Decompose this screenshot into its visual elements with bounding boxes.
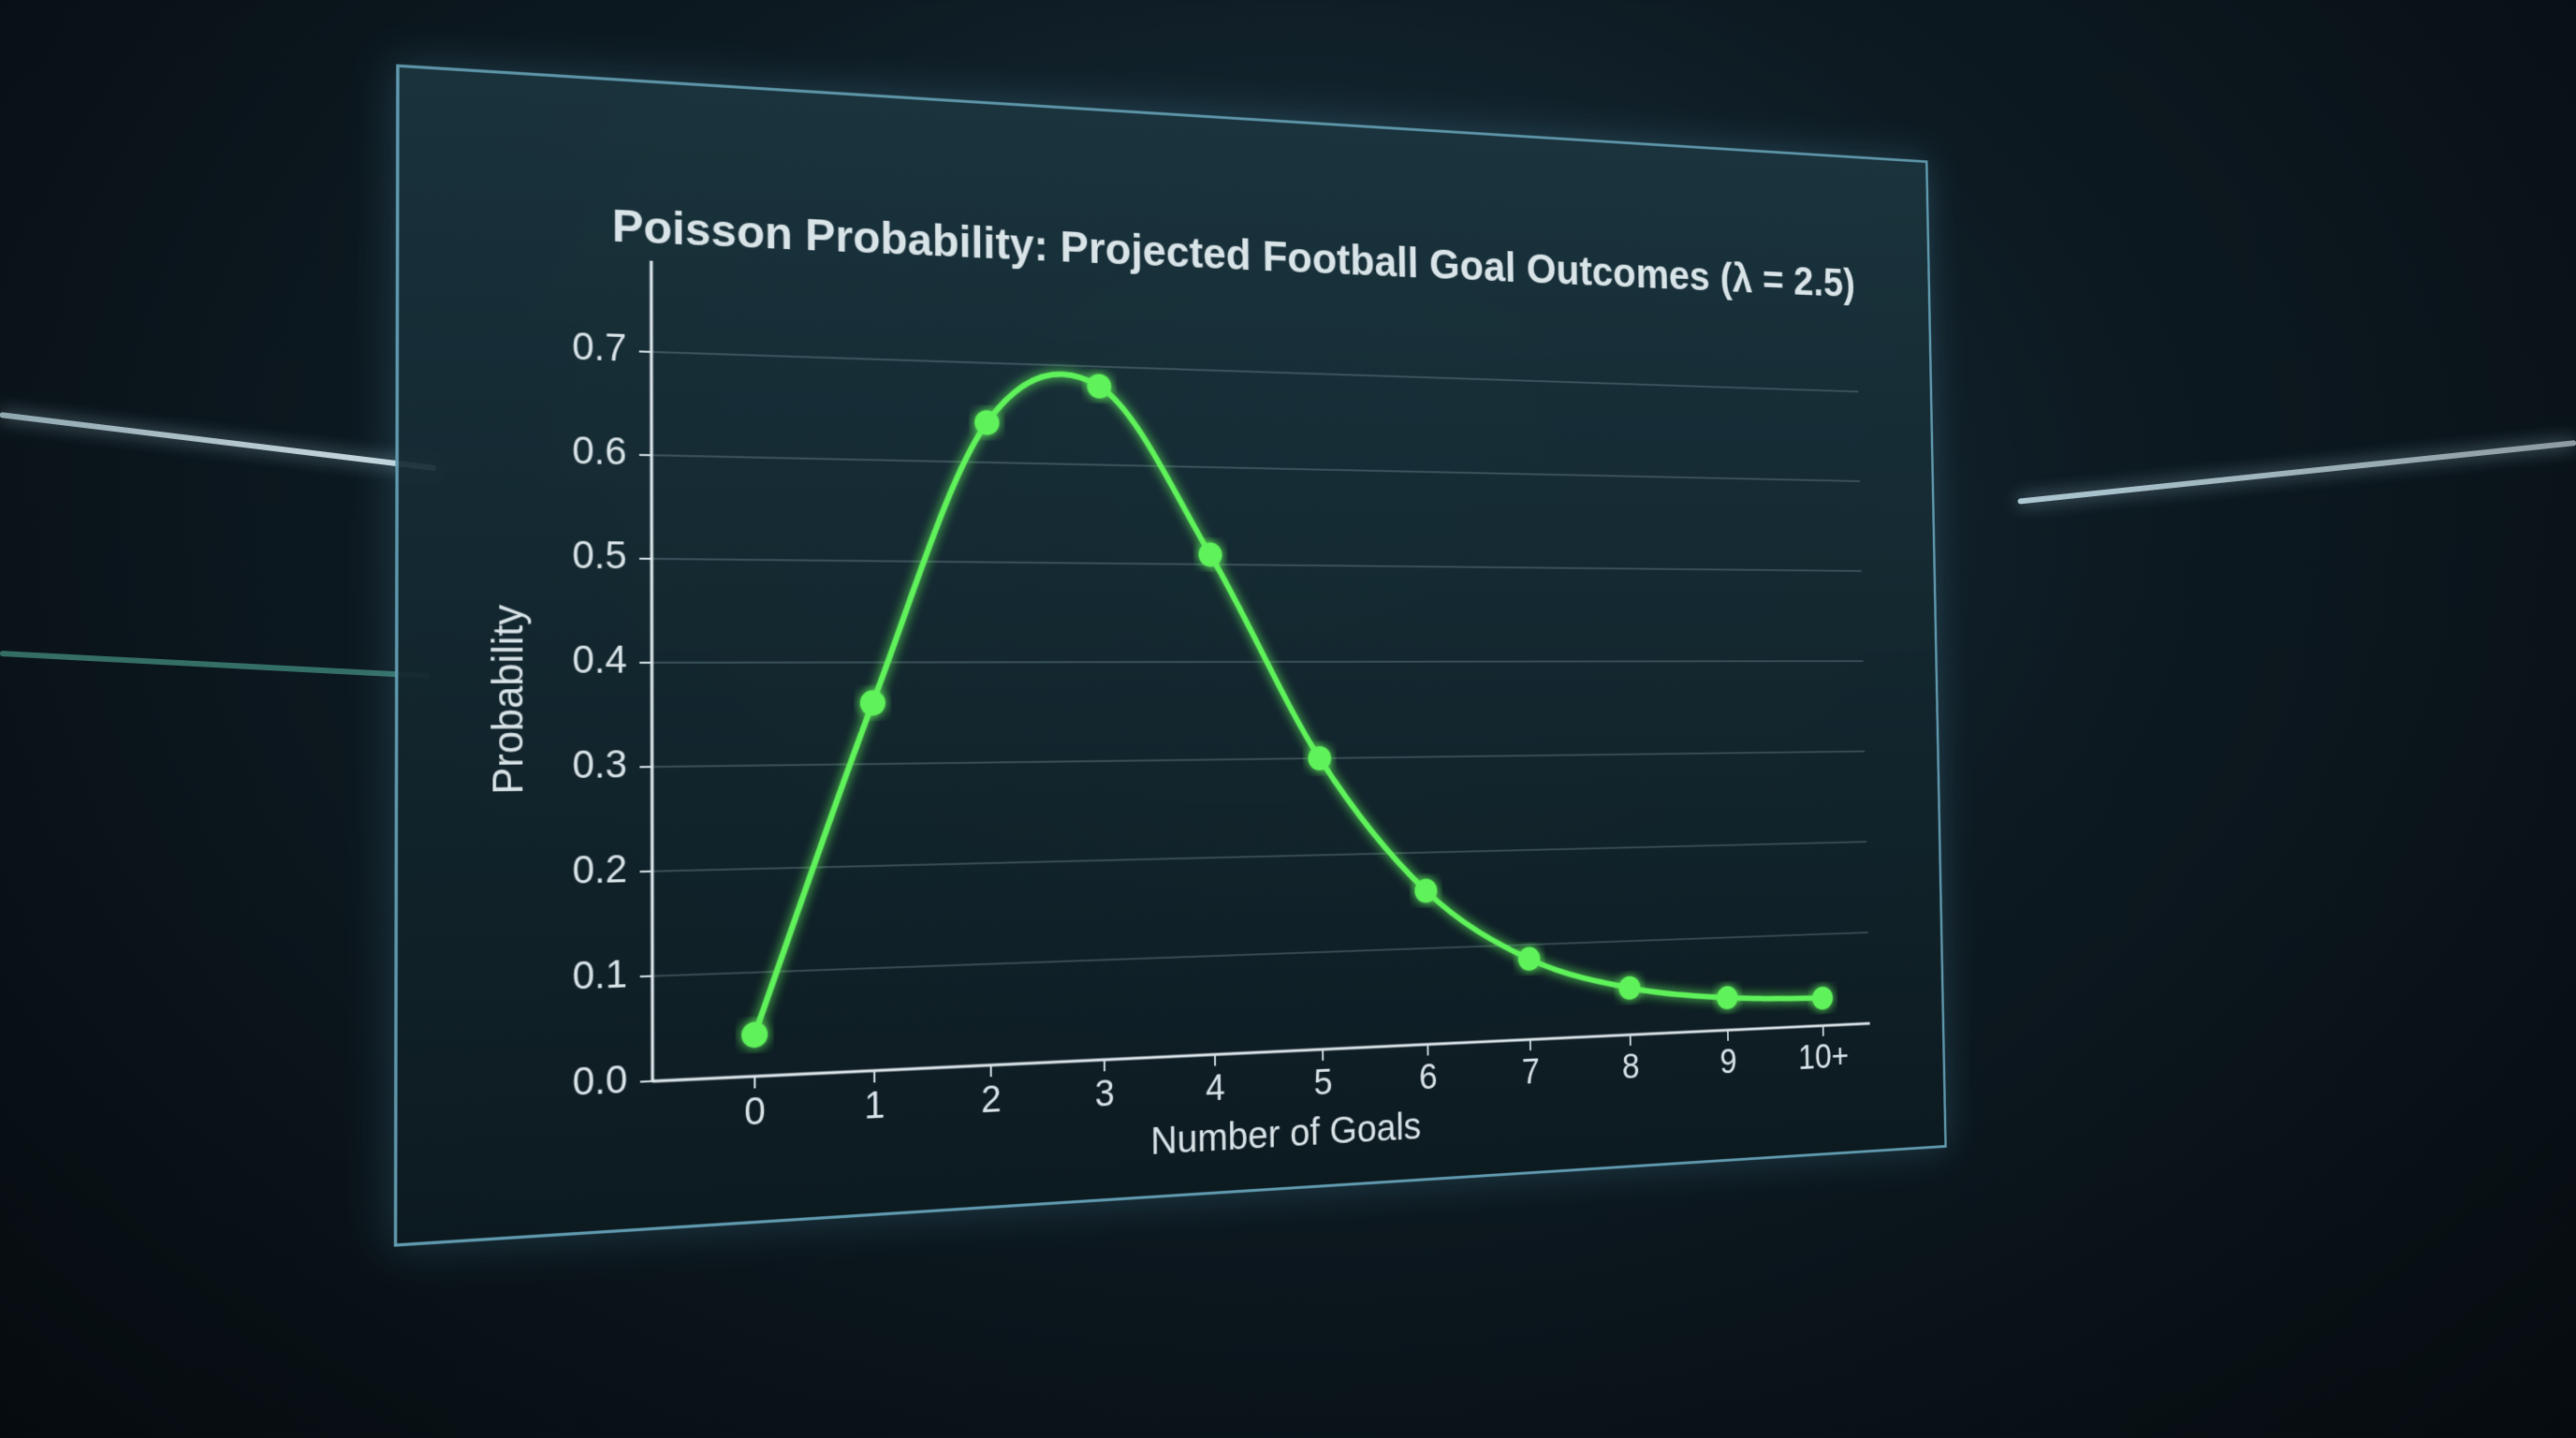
x-axis-title: Number of Goals	[1150, 1105, 1422, 1163]
x-tick-label: 2	[981, 1079, 1002, 1122]
chart: Poisson Probability: Projected Football …	[484, 199, 1944, 1163]
grid-line	[652, 932, 1868, 976]
y-axis-title: Probability	[484, 604, 532, 795]
point	[741, 1020, 768, 1049]
x-tick-label: 5	[1313, 1063, 1332, 1103]
grid-line	[651, 559, 1862, 571]
grid-line	[652, 752, 1866, 768]
x-tick-label: 1	[864, 1085, 885, 1128]
y-tick-label: 0.7	[572, 326, 626, 370]
chart-panel: Poisson Probability: Projected Football …	[393, 64, 1947, 1247]
x-axis	[652, 1023, 1869, 1081]
point	[1716, 985, 1738, 1010]
chart-title: Poisson Probability: Projected Football …	[612, 199, 1855, 305]
point	[859, 690, 886, 716]
line	[753, 364, 1822, 1045]
y-tick-label: 0.5	[572, 535, 627, 578]
x-tick-label: 9	[1720, 1043, 1737, 1081]
point	[1618, 976, 1641, 1001]
y-tick-label: 0.6	[572, 431, 627, 474]
x-tick-label: 10+	[1798, 1037, 1850, 1077]
chart-panel-wrap: Poisson Probability: Projected Football …	[393, 64, 1947, 1247]
grid-line	[652, 842, 1866, 872]
y-tick-label: 0.4	[572, 639, 627, 682]
y-tick-label: 0.3	[572, 744, 627, 787]
point	[1198, 542, 1222, 567]
grid-line	[651, 455, 1860, 481]
point	[1517, 946, 1541, 972]
point	[1811, 986, 1834, 1010]
y-tick	[640, 1081, 652, 1082]
decor-line	[2017, 440, 2576, 505]
x-tick-label: 3	[1094, 1074, 1114, 1115]
x-tick-label: 7	[1522, 1052, 1541, 1092]
x-tick-label: 8	[1622, 1048, 1640, 1087]
point	[1087, 374, 1112, 400]
y-axis	[651, 261, 652, 1081]
y-tick-label: 0.1	[572, 954, 627, 999]
decor-line	[0, 412, 437, 472]
y-tick-label: 0.0	[573, 1059, 628, 1104]
x-tick-label: 6	[1419, 1058, 1438, 1098]
grid-line	[651, 352, 1858, 391]
x-tick-label: 4	[1206, 1068, 1225, 1109]
y-tick-label: 0.2	[572, 848, 627, 892]
decor-line	[0, 651, 431, 680]
grid-line	[651, 661, 1863, 663]
point	[1308, 745, 1332, 771]
x-tick-label: 0	[744, 1091, 766, 1134]
